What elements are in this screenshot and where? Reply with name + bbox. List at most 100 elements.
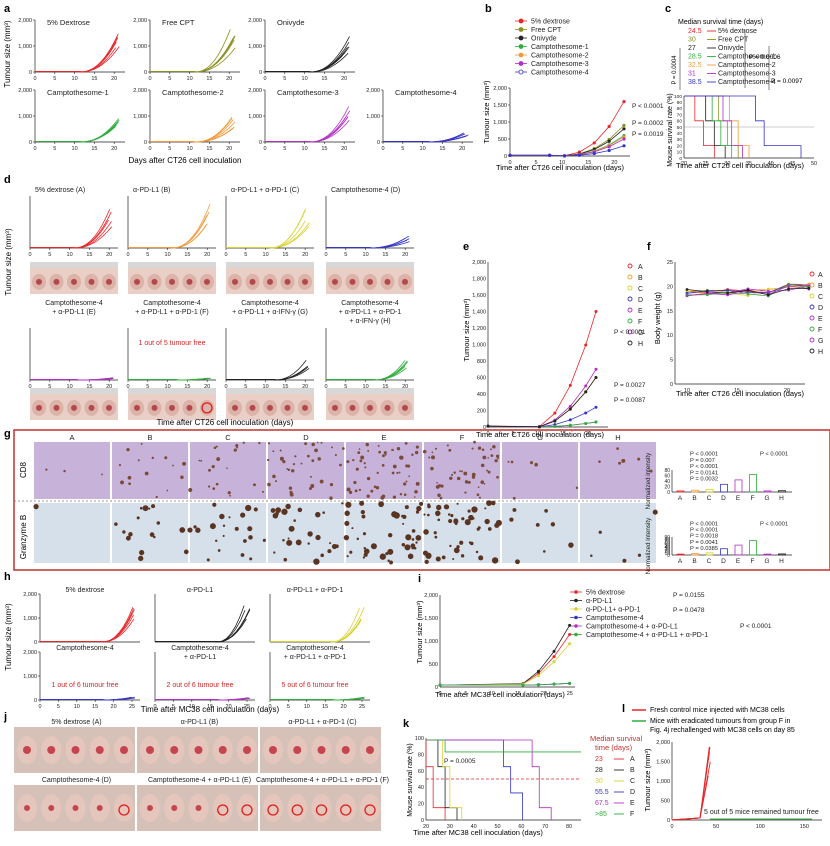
panel-letter-c: c	[665, 3, 671, 15]
x-tick-label: 50	[494, 824, 500, 830]
gzb-stain	[389, 560, 393, 565]
gzb-stain	[407, 553, 414, 560]
mouse-body	[263, 794, 283, 822]
cd8-stain	[399, 455, 404, 460]
cd8-stain	[391, 448, 394, 451]
x-tick-label: 10	[420, 146, 426, 152]
tumour-spot	[267, 278, 273, 285]
x-tick-label: 10	[302, 146, 308, 152]
series-point	[508, 153, 512, 157]
y-tick-label: 5	[670, 358, 673, 364]
x-tick-label: 15	[439, 146, 445, 152]
cd8-stain	[431, 455, 435, 460]
growth-curve	[226, 220, 306, 249]
cd8-stain	[365, 442, 369, 447]
x-tick-label: 10	[72, 146, 78, 152]
panel-e-legend-item: C	[638, 286, 643, 293]
tumour-spot	[366, 746, 374, 754]
growth-curve	[270, 618, 362, 643]
bar	[749, 540, 757, 556]
cd8-stain	[649, 469, 653, 473]
y-tick-label: 2,000	[493, 86, 507, 92]
x-tick-label: 20	[341, 146, 347, 152]
legend-marker	[809, 348, 815, 354]
legend-marker	[809, 282, 815, 288]
y-tick-label: 40	[664, 479, 670, 485]
panel-d-photo	[128, 388, 216, 420]
x-tick-label: 10	[187, 146, 193, 152]
weight-point	[685, 294, 689, 298]
cd8-stain	[45, 468, 48, 471]
cd8-stain	[363, 462, 366, 465]
cd8-stain	[377, 444, 380, 447]
series-point	[622, 137, 626, 141]
cd8-stain	[481, 448, 485, 452]
panel-c-row-value: 28.5	[688, 54, 702, 61]
series-line	[510, 135, 625, 157]
panel-a-ylabel: Tumour size (mm³)	[3, 20, 12, 88]
series-line	[439, 625, 570, 686]
panel-a-subplot-title: Camptothesome-4	[395, 88, 457, 97]
gzb-stain	[361, 514, 366, 519]
series-point	[584, 384, 588, 388]
cd8-stain	[207, 485, 211, 488]
x-tick-label: 20	[204, 252, 210, 258]
cd8-stain	[375, 485, 380, 490]
gzb-stain	[245, 504, 252, 512]
cd8-stain	[490, 448, 492, 451]
y-tick-label: 2,000	[18, 18, 32, 24]
x-tick-label: 10	[304, 704, 310, 710]
panel-c-p-right2: P = 0.0097	[771, 78, 803, 85]
panel-e-p2: P = 0.0027	[614, 382, 646, 389]
y-tick-label: 2,000	[472, 260, 486, 266]
photo-ruler	[226, 388, 314, 394]
y-tick-label: 1,400	[472, 310, 486, 316]
gzb-stain	[637, 553, 642, 557]
gzb-stain	[535, 523, 540, 527]
series-line	[439, 634, 570, 686]
panel-l: l Fresh control mice injected with MC38 …	[622, 703, 822, 830]
y-tick-label: 10	[677, 150, 683, 156]
gzb-stain	[424, 559, 429, 564]
series-line	[439, 643, 570, 686]
panel-h-title1: Camptothesome-4	[56, 645, 114, 652]
cd8-stain	[456, 476, 461, 481]
panel-l-ylabel: Tumour size (mm³)	[643, 748, 652, 812]
x-tick-label: 45	[789, 161, 795, 167]
y-tick-label: 2,000	[23, 592, 37, 598]
gzb-stain	[320, 553, 324, 558]
panel-c-row-name: Onivyde	[718, 45, 744, 52]
panel-h-subplot: 0 1,000 2,000 0 5 10 15 20 25	[23, 650, 140, 710]
p-value: P = 0.0032	[690, 477, 718, 483]
y-tick-label: 2,000	[366, 88, 380, 94]
cd8-stain	[155, 495, 158, 499]
y-tick-label: 0	[29, 140, 32, 146]
tumour-spot	[171, 805, 178, 811]
panel-letter-b: b	[485, 3, 492, 15]
tumour-free-circle	[241, 804, 253, 816]
growth-curve	[128, 203, 211, 249]
gzb-stain	[222, 534, 225, 538]
x-tick-label: 15	[86, 384, 92, 390]
y-tick-label: 20	[664, 485, 670, 491]
gzb-stain	[219, 513, 225, 520]
gzb-stain	[349, 550, 353, 554]
cd8-stain	[304, 442, 308, 446]
x-tick-label: 10	[489, 691, 495, 697]
x-tick-label: 0	[148, 146, 151, 152]
photo-ruler	[326, 388, 414, 394]
survival-step	[684, 95, 802, 158]
y-tick-label: 0	[667, 818, 670, 824]
gzb-stain	[435, 556, 441, 562]
bar	[778, 490, 786, 493]
p-value: P < 0.0001	[690, 521, 718, 527]
gzb-stain	[249, 557, 253, 561]
x-tick-label: 0	[268, 704, 271, 710]
legend-marker	[574, 632, 578, 637]
series-point	[592, 141, 596, 145]
panel-d-row2-title3: + α-IFN-γ (H)	[349, 318, 390, 325]
gzb-stain	[307, 531, 313, 537]
